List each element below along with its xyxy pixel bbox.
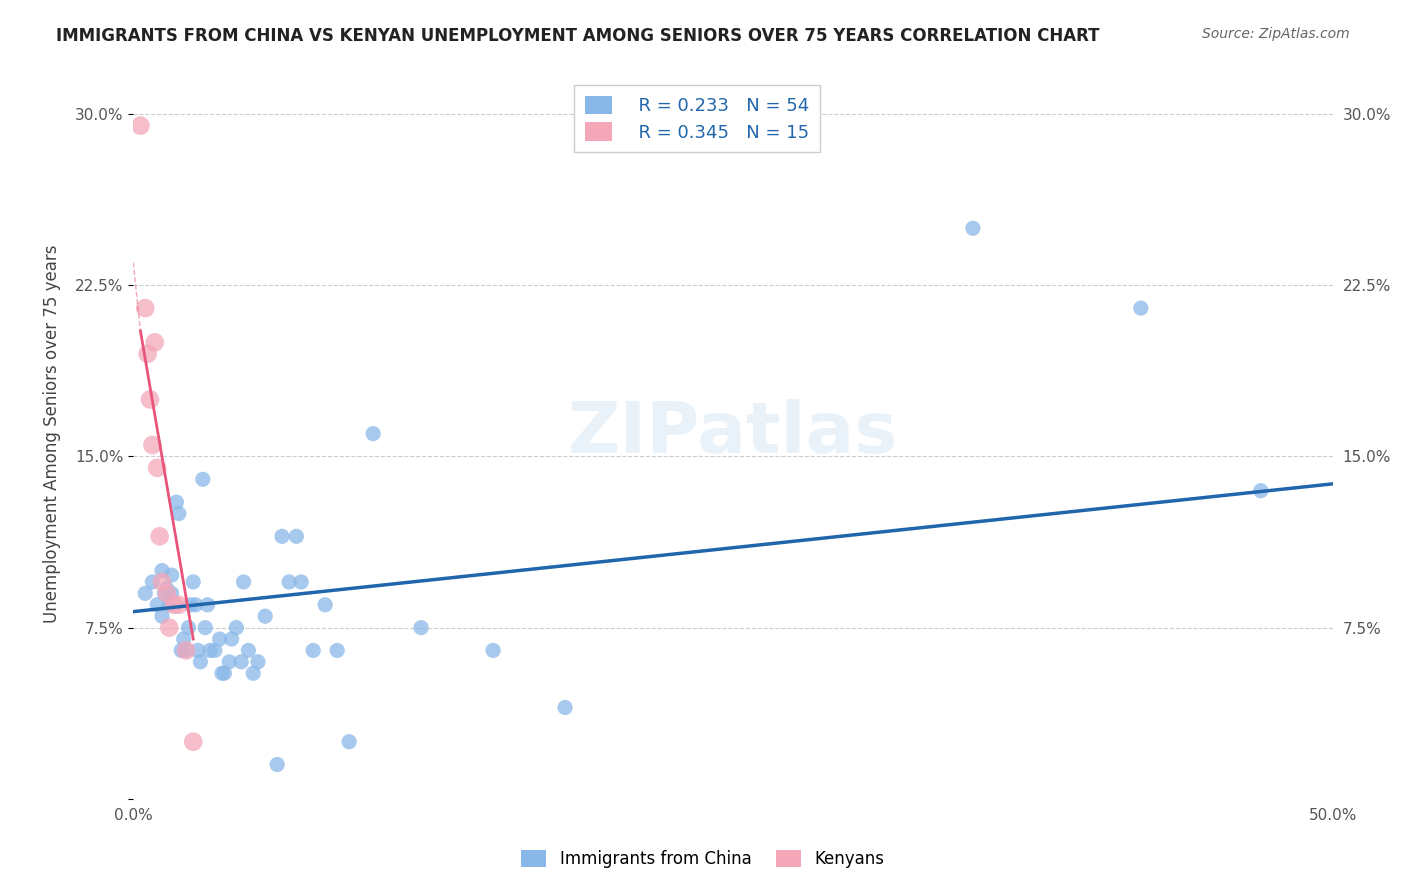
Text: IMMIGRANTS FROM CHINA VS KENYAN UNEMPLOYMENT AMONG SENIORS OVER 75 YEARS CORRELA: IMMIGRANTS FROM CHINA VS KENYAN UNEMPLOY…: [56, 27, 1099, 45]
Point: [146, 461, 169, 475]
Point: [554, 700, 576, 714]
Legend:   R = 0.233   N = 54,   R = 0.345   N = 15: R = 0.233 N = 54, R = 0.345 N = 15: [574, 85, 820, 153]
Point: [278, 574, 301, 589]
Point: [231, 655, 253, 669]
Point: [174, 643, 197, 657]
Point: [181, 574, 204, 589]
Point: [156, 582, 179, 596]
Point: [218, 655, 240, 669]
Point: [266, 757, 288, 772]
Point: [134, 586, 156, 600]
Point: [146, 598, 169, 612]
Text: ZIPatlas: ZIPatlas: [568, 399, 898, 468]
Point: [165, 495, 187, 509]
Point: [170, 643, 193, 657]
Point: [136, 347, 159, 361]
Point: [285, 529, 308, 543]
Point: [208, 632, 231, 646]
Point: [271, 529, 294, 543]
Point: [198, 643, 221, 657]
Point: [129, 119, 152, 133]
Point: [302, 643, 325, 657]
Point: [174, 643, 197, 657]
Point: [150, 609, 173, 624]
Point: [190, 655, 212, 669]
Point: [290, 574, 312, 589]
Point: [187, 643, 209, 657]
Point: [238, 643, 260, 657]
Point: [361, 426, 384, 441]
Point: [314, 598, 336, 612]
Point: [246, 655, 269, 669]
Point: [326, 643, 349, 657]
Point: [167, 598, 190, 612]
Point: [225, 621, 247, 635]
Point: [157, 621, 180, 635]
Point: [150, 564, 173, 578]
Point: [1250, 483, 1272, 498]
Point: [337, 735, 360, 749]
Point: [160, 568, 183, 582]
Point: [191, 472, 214, 486]
Point: [482, 643, 505, 657]
Point: [177, 621, 200, 635]
Point: [180, 598, 202, 612]
Point: [962, 221, 984, 235]
Point: [214, 666, 236, 681]
Point: [134, 301, 156, 315]
Point: [173, 632, 195, 646]
Point: [254, 609, 277, 624]
Text: Source: ZipAtlas.com: Source: ZipAtlas.com: [1202, 27, 1350, 41]
Point: [150, 574, 173, 589]
Point: [156, 586, 179, 600]
Point: [157, 598, 180, 612]
Point: [194, 621, 217, 635]
Point: [167, 507, 190, 521]
Point: [232, 574, 254, 589]
Point: [141, 574, 163, 589]
Point: [181, 735, 204, 749]
Point: [153, 586, 176, 600]
Point: [184, 598, 207, 612]
Point: [163, 598, 186, 612]
Point: [160, 586, 183, 600]
Point: [204, 643, 226, 657]
Point: [149, 529, 172, 543]
Point: [1129, 301, 1152, 315]
Y-axis label: Unemployment Among Seniors over 75 years: Unemployment Among Seniors over 75 years: [44, 244, 60, 623]
Point: [221, 632, 243, 646]
Point: [141, 438, 163, 452]
Point: [197, 598, 219, 612]
Point: [242, 666, 264, 681]
Point: [411, 621, 433, 635]
Legend: Immigrants from China, Kenyans: Immigrants from China, Kenyans: [515, 843, 891, 875]
Point: [139, 392, 162, 407]
Point: [211, 666, 233, 681]
Point: [143, 335, 166, 350]
